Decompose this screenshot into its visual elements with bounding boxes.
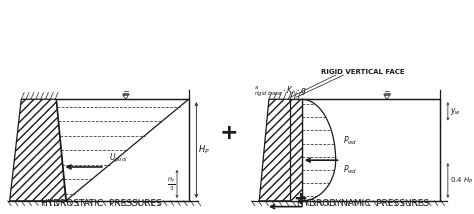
Text: $^a_{rigid\ base}\cdot K_h\cdot g$: $^a_{rigid\ base}\cdot K_h\cdot g$ [255, 85, 307, 99]
Text: $U_{pool}$: $U_{pool}$ [109, 152, 128, 165]
Text: HYDROSTATIC  PRESSURES: HYDROSTATIC PRESSURES [41, 199, 162, 208]
Text: HYDRODYNAMIC  PRESSURES: HYDRODYNAMIC PRESSURES [297, 199, 429, 208]
Polygon shape [259, 99, 298, 201]
Text: +: + [293, 190, 307, 208]
Polygon shape [56, 99, 189, 201]
Text: $\frac{H_P}{3}$: $\frac{H_P}{3}$ [167, 175, 175, 193]
Polygon shape [290, 99, 302, 201]
Text: $P_{wd}$: $P_{wd}$ [343, 135, 358, 147]
Polygon shape [9, 99, 66, 201]
Text: $0.4\ H_P$: $0.4\ H_P$ [450, 175, 474, 186]
Text: +: + [220, 123, 238, 143]
Text: $y_w$: $y_w$ [450, 106, 461, 117]
Polygon shape [302, 99, 440, 201]
Text: $H_P$: $H_P$ [198, 144, 210, 156]
Text: $P_{wd}$: $P_{wd}$ [343, 164, 358, 176]
Text: RIGID VERTICAL FACE: RIGID VERTICAL FACE [321, 69, 404, 75]
